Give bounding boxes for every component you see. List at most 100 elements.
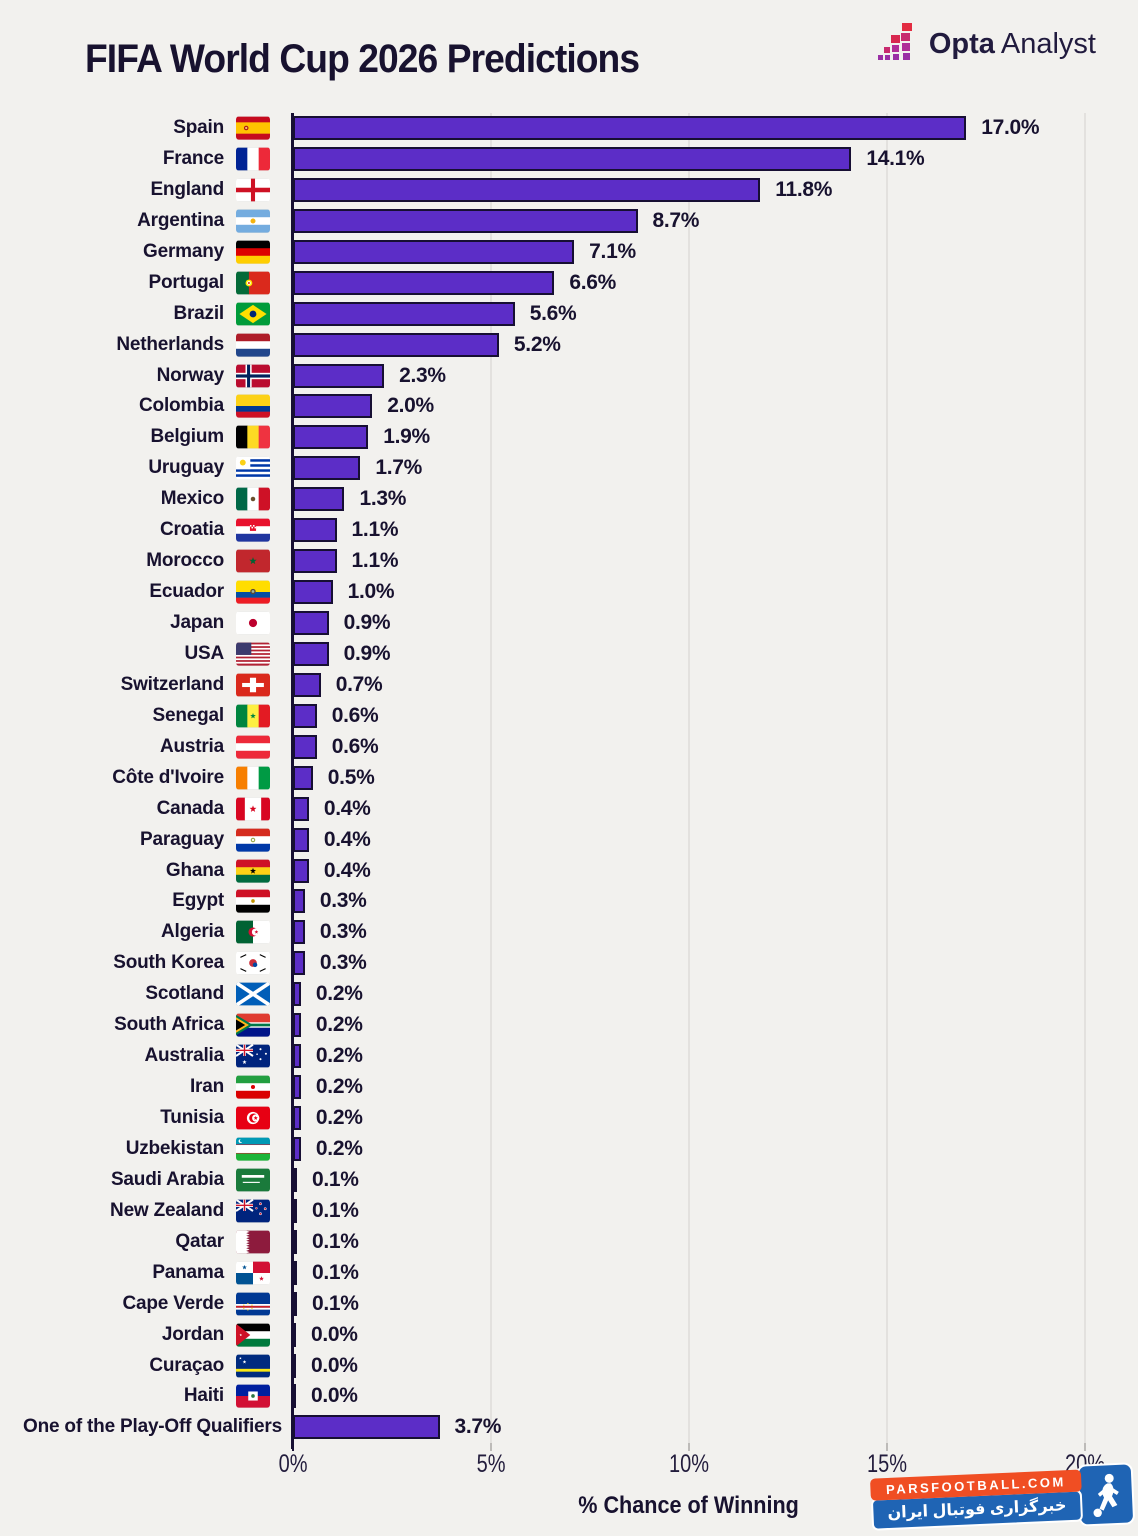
ecuador-flag-icon [236,580,270,604]
bar-value-label: 5.6% [529,301,577,325]
bar-track: 0.1% [293,1291,1138,1316]
row-header: Algeria [0,920,293,944]
country-label: South Korea [113,952,224,974]
bar-track: 0.3% [293,889,1138,914]
bar-value-label: 0.0% [311,1353,358,1377]
row-header: Spain [0,116,293,140]
bar-value-label: 0.2% [315,1075,363,1099]
bar-track: 0.0% [293,1353,1138,1378]
bar [293,363,385,388]
bar-value-label: 8.7% [652,208,700,232]
row-header: Switzerland [0,673,293,697]
chart-row-cura-ao: Curaçao 0.0% [0,1353,1138,1378]
bar [293,1198,297,1223]
x-tick-mark-20 [1084,1443,1086,1451]
chart-row-south-africa: South Africa 0.2% [0,1013,1138,1038]
norway-flag-icon [236,364,270,388]
bar-track: 0.2% [293,1044,1138,1069]
chart-row-panama: Panama 0.1% [0,1260,1138,1285]
bar-value-label: 7.1% [589,239,636,263]
chart-row-uzbekistan: Uzbekistan 0.2% [0,1136,1138,1161]
canada-flag-icon [236,797,270,821]
bar [293,951,305,976]
bar-value-label: 0.1% [312,1260,359,1284]
chart-row-colombia: Colombia 2.0% [0,394,1138,419]
chart-row-england: England 11.8% [0,177,1138,202]
argentina-flag-icon [236,209,270,233]
row-header: Scotland [0,982,293,1007]
bar-track: 0.6% [293,703,1138,728]
chart-row-jordan: Jordan 0.0% [0,1322,1138,1347]
bar-value-label: 0.2% [315,1136,363,1160]
chart-row-norway: Norway 2.3% [0,363,1138,388]
bar-track: 0.1% [293,1167,1138,1192]
country-label: Portugal [148,271,225,293]
row-header: Cape Verde [0,1292,293,1316]
bar [293,703,317,728]
bar-value-label: 0.0% [311,1384,358,1408]
senegal-flag-icon [236,704,270,728]
country-label: Iran [189,1076,224,1098]
bar-track: 0.9% [293,641,1138,666]
country-label: Senegal [152,704,225,726]
row-header: South Africa [0,1013,293,1037]
chart-row-senegal: Senegal 0.6% [0,703,1138,728]
country-label: Algeria [160,921,224,943]
bar [293,765,313,790]
country-label: Jordan [161,1323,224,1345]
bar-track: 0.0% [293,1384,1138,1409]
cape-verde-flag-icon [236,1292,270,1316]
bar-value-label: 1.1% [351,549,399,573]
country-label: Japan [170,612,224,633]
row-header: Ghana [0,859,293,883]
x-axis-title: % Chance of Winning [578,1492,800,1519]
chart-row-new-zealand: New Zealand 0.1% [0,1198,1138,1223]
chart-row-paraguay: Paraguay 0.4% [0,827,1138,852]
row-header: England [0,178,293,202]
bar-track: 2.3% [293,363,1138,388]
row-header: Norway [0,364,293,388]
bar-track: 0.5% [293,765,1138,790]
country-label: Paraguay [140,828,224,850]
bar-track: 8.7% [293,208,1138,233]
country-label: Austria [159,735,224,757]
bar-track: 0.4% [293,858,1138,883]
bar [293,1353,296,1378]
chart-row-uruguay: Uruguay 1.7% [0,456,1138,481]
country-label: Morocco [146,550,224,572]
chart-row-ecuador: Ecuador 1.0% [0,580,1138,605]
chart-row-mexico: Mexico 1.3% [0,487,1138,512]
chart-row-canada: Canada 0.4% [0,796,1138,821]
bar-track: 0.3% [293,951,1138,976]
chart-row-spain: Spain 17.0% [0,116,1138,140]
country-label: Ecuador [149,581,224,603]
morocco-flag-icon [236,549,270,573]
country-label: Haiti [183,1385,224,1407]
bar-track: 0.1% [293,1198,1138,1223]
chart-row-portugal: Portugal 6.6% [0,270,1138,295]
row-header: Curaçao [0,1354,293,1378]
bar [293,982,301,1007]
bar-track: 11.8% [293,177,1138,202]
bar [293,270,555,295]
parsfootball-player-icon [1076,1462,1136,1527]
bar-track: 0.2% [293,1013,1138,1038]
row-header: Haiti [0,1384,293,1409]
bar-value-label: 0.9% [343,641,391,665]
bar-value-label: 0.7% [335,672,383,696]
switzerland-flag-icon [236,673,270,697]
bar-track: 0.4% [293,796,1138,821]
country-label: Colombia [139,395,224,417]
row-header: USA [0,642,293,666]
country-label: Uzbekistan [125,1137,225,1159]
panama-flag-icon [236,1261,270,1285]
row-header: Brazil [0,302,293,326]
bar-track: 1.7% [293,456,1138,481]
row-header: Argentina [0,209,293,233]
country-label: South Africa [114,1014,224,1036]
bar-track: 1.1% [293,549,1138,574]
bar-value-label: 0.3% [319,920,367,944]
country-label: USA [184,642,224,664]
brand-name-bold: Opta [928,27,995,60]
bar-track: 14.1% [293,146,1138,171]
